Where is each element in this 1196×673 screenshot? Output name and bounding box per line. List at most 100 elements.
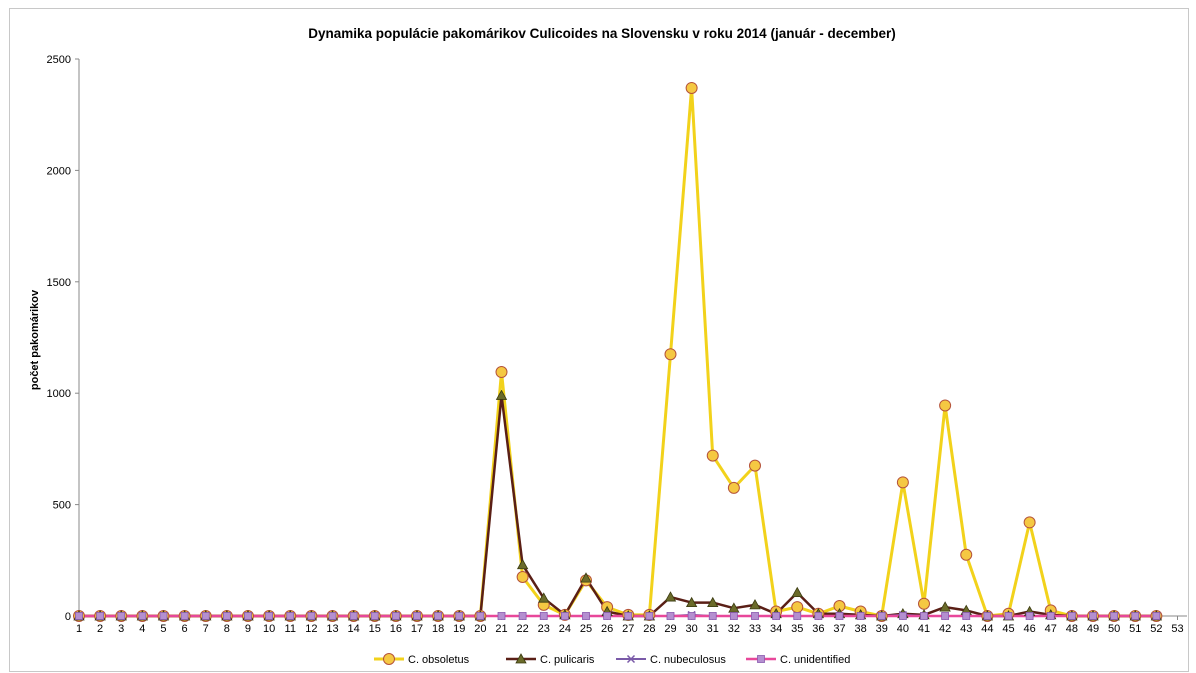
data-point-c-unidentified: [877, 612, 886, 620]
x-tick-label: 34: [770, 623, 782, 635]
axes: [78, 59, 1187, 617]
x-tick-label: 28: [643, 623, 655, 635]
y-axis-ticks: 0 500 1000 1500 2000 2500: [47, 54, 79, 623]
y-tick-label: 2000: [47, 165, 71, 177]
data-point-c-unidentified: [497, 612, 506, 620]
legend-swatch-marker: [757, 655, 765, 663]
data-point-c-unidentified: [96, 612, 105, 620]
data-point-c-obsoletus: [685, 81, 698, 94]
legend-item-c-nubeculosus: C. nubeculosus: [616, 654, 726, 666]
data-point-c-unidentified: [413, 612, 421, 620]
data-point-c-unidentified: [476, 612, 485, 620]
data-point-c-obsoletus: [1023, 516, 1036, 529]
data-point-c-pulicaris: [495, 389, 508, 400]
x-tick-label: 49: [1087, 623, 1099, 635]
data-point-c-unidentified: [455, 612, 464, 620]
x-tick-label: 23: [538, 623, 550, 635]
data-point-c-unidentified: [518, 612, 527, 620]
data-point-c-unidentified: [434, 612, 443, 620]
x-tick-label: 15: [369, 623, 381, 635]
x-tick-label: 44: [981, 623, 993, 635]
y-tick-label: 1500: [47, 277, 71, 289]
data-point-c-obsoletus: [896, 476, 909, 489]
data-point-c-unidentified: [962, 612, 971, 620]
x-tick-label: 46: [1023, 623, 1035, 635]
x-tick-label: 5: [160, 623, 166, 635]
x-tick-label: 43: [960, 623, 972, 635]
series-line-c-pulicaris: [79, 394, 1157, 618]
x-tick-label: 24: [559, 623, 571, 635]
x-tick-label: 6: [182, 623, 188, 635]
series-line-c-obsoletus: [79, 86, 1157, 618]
data-point-c-pulicaris: [580, 572, 592, 583]
data-point-c-unidentified: [349, 612, 358, 620]
chart-frame: [9, 8, 1189, 672]
data-point-c-pulicaris: [707, 596, 719, 608]
data-point-c-unidentified: [624, 612, 633, 620]
data-point-c-unidentified: [898, 612, 907, 620]
x-tick-label: 20: [474, 623, 486, 635]
data-point-c-pulicaris: [516, 558, 529, 570]
x-tick-label: 26: [601, 623, 613, 635]
x-tick-label: 35: [791, 623, 803, 635]
x-tick-label: 25: [580, 623, 592, 635]
data-point-c-unidentified: [1110, 612, 1119, 620]
data-point-c-unidentified: [708, 612, 717, 620]
data-point-c-obsoletus: [727, 481, 740, 494]
data-point-c-unidentified: [1067, 612, 1076, 620]
x-tick-label: 10: [263, 623, 275, 635]
data-point-c-unidentified: [941, 612, 950, 620]
x-tick-label: 19: [453, 623, 465, 635]
data-point-c-pulicaris: [538, 592, 550, 603]
x-tick-label: 22: [516, 623, 528, 635]
x-tick-label: 18: [432, 623, 444, 635]
data-point-c-pulicaris: [791, 586, 803, 598]
x-tick-label: 30: [685, 623, 697, 635]
legend: C. obsoletus C. pulicaris C. nubeculosus C.…: [374, 653, 850, 666]
data-point-c-obsoletus: [917, 597, 930, 610]
data-point-c-obsoletus: [960, 548, 973, 561]
data-point-c-unidentified: [1152, 612, 1161, 620]
data-point-c-unidentified: [582, 612, 590, 620]
x-tick-label: 21: [495, 623, 507, 635]
x-tick-label: 38: [854, 623, 866, 635]
data-point-c-unidentified: [265, 612, 274, 620]
series-markers: [73, 81, 1163, 622]
data-point-c-pulicaris: [664, 591, 677, 602]
data-point-c-unidentified: [539, 612, 548, 620]
legend-label: C. pulicaris: [540, 654, 595, 666]
y-tick-label: 500: [53, 500, 71, 512]
data-point-c-unidentified: [201, 612, 210, 620]
x-tick-label: 3: [118, 623, 124, 635]
data-point-c-unidentified: [560, 612, 569, 620]
data-point-c-pulicaris: [685, 596, 698, 608]
data-point-c-unidentified: [286, 612, 295, 620]
data-point-c-obsoletus: [939, 399, 952, 412]
x-tick-label: 32: [728, 623, 740, 635]
x-tick-label: 48: [1066, 623, 1078, 635]
x-tick-label: 50: [1108, 623, 1120, 635]
data-point-c-unidentified: [772, 612, 781, 620]
x-tick-label: 1: [76, 623, 82, 635]
x-tick-label: 52: [1150, 623, 1162, 635]
x-tick-label: 41: [918, 623, 930, 635]
x-tick-label: 13: [326, 623, 338, 635]
chart-title: Dynamika populácie pakomárikov Culicoide…: [308, 26, 895, 41]
x-tick-label: 39: [876, 623, 888, 635]
y-tick-label: 1000: [47, 388, 71, 400]
x-axis-ticks: 1 2 3 4 5 6 7 8 9 10 11 12 13 14 15 16 17 18 19 20 21 22 23 24 2…: [76, 616, 1184, 635]
x-tick-label: 17: [411, 623, 423, 635]
legend-swatch-marker: [515, 653, 527, 664]
data-point-c-unidentified: [307, 612, 316, 620]
y-tick-label: 2500: [47, 54, 71, 66]
x-tick-label: 37: [833, 623, 845, 635]
data-point-c-pulicaris: [939, 601, 951, 612]
data-point-c-unidentified: [391, 612, 400, 620]
data-point-c-unidentified: [117, 612, 126, 620]
x-tick-label: 29: [664, 623, 676, 635]
data-point-c-unidentified: [835, 612, 844, 620]
legend-swatch-marker-stroke: [626, 654, 636, 664]
x-tick-label: 42: [939, 623, 951, 635]
legend-swatch-marker: [626, 654, 636, 664]
